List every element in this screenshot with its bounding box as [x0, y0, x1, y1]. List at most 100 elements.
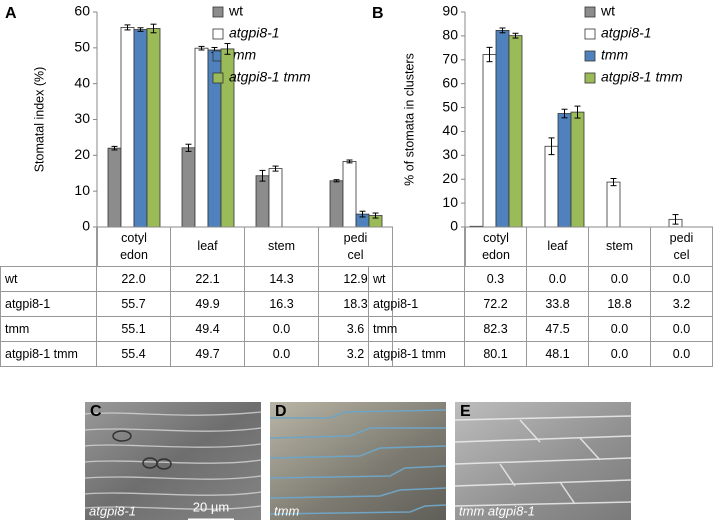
- scale-bar-label: 20 µm: [193, 499, 229, 514]
- error-bar: [137, 27, 144, 32]
- error-bar: [499, 27, 506, 34]
- table-value: 0.0: [245, 342, 319, 367]
- table-header: cotyl edon: [97, 227, 171, 267]
- table-value: 22.1: [171, 267, 245, 292]
- y-tick-label: 0: [450, 218, 458, 234]
- y-axis-label: Stomatal index (%): [32, 67, 46, 173]
- error-bar: [224, 43, 231, 55]
- table-value: 14.3: [245, 267, 319, 292]
- table-value: 0.0: [589, 317, 651, 342]
- legend-label: wt: [228, 3, 243, 19]
- bar: [194, 47, 209, 228]
- table-value: 48.1: [527, 342, 589, 367]
- error-bar: [610, 178, 617, 187]
- bar: [146, 28, 161, 228]
- error-bar: [486, 46, 493, 63]
- row-label: tmm: [0, 317, 97, 342]
- table-value: 18.8: [589, 292, 651, 317]
- table-value: 49.7: [171, 342, 245, 367]
- panel-label: C: [90, 403, 102, 420]
- bar: [255, 175, 270, 228]
- table-header: leaf: [527, 227, 589, 267]
- legend-swatch: [584, 50, 596, 62]
- bar: [342, 161, 357, 228]
- row-label: wt: [0, 267, 97, 292]
- table-value: 55.4: [97, 342, 171, 367]
- bar: [544, 145, 559, 228]
- image-caption: tmm: [274, 503, 299, 518]
- y-tick-label: 80: [442, 27, 458, 43]
- bar: [120, 27, 135, 228]
- table-value: 49.9: [171, 292, 245, 317]
- row-label: atgpi8-1 tmm: [0, 342, 97, 367]
- error-bar: [672, 214, 679, 225]
- micrograph-c: [84, 402, 262, 522]
- y-tick-label: 20: [442, 170, 458, 186]
- category-label: cotyl edon: [482, 230, 510, 262]
- y-tick-label: 70: [442, 50, 458, 66]
- table-header: pedi cel: [319, 227, 393, 267]
- y-tick-label: 20: [74, 146, 90, 162]
- table-header: cotyl edon: [465, 227, 527, 267]
- error-bar: [512, 32, 519, 39]
- panel-label: E: [460, 403, 471, 420]
- row-label: wt: [368, 267, 465, 292]
- error-bar: [333, 179, 340, 183]
- y-tick-label: 40: [74, 74, 90, 90]
- legend-swatch: [584, 28, 596, 40]
- table-value: 18.3: [319, 292, 393, 317]
- category-label: leaf: [547, 239, 568, 253]
- table-value: 0.0: [589, 342, 651, 367]
- bar: [268, 168, 283, 228]
- table-value: 72.2: [465, 292, 527, 317]
- y-tick-label: 10: [74, 182, 90, 198]
- data-table: cotyl edon leaf stem pedi cel wt 22.0 22.1 14.3…: [0, 227, 393, 367]
- table-value: 0.0: [527, 267, 589, 292]
- y-tick-label: 90: [442, 3, 458, 19]
- bar: [133, 29, 148, 228]
- bar: [570, 111, 585, 228]
- legend-swatch: [212, 6, 224, 18]
- y-axis-label: % of stomata in clusters: [402, 53, 416, 186]
- error-bar: [548, 137, 555, 156]
- micrograph-d: [269, 402, 447, 520]
- table-value: 0.0: [245, 317, 319, 342]
- y-tick-label: 30: [442, 146, 458, 162]
- error-bar: [259, 169, 266, 182]
- table-value: 3.2: [319, 342, 393, 367]
- table-value: 82.3: [465, 317, 527, 342]
- legend-label: atgpi8-1 tmm: [601, 69, 683, 85]
- table-value: 12.9: [319, 267, 393, 292]
- error-bar: [359, 210, 366, 218]
- bar: [181, 147, 196, 228]
- category-label: stem: [267, 239, 296, 253]
- legend-label: atgpi8-1 tmm: [229, 69, 311, 85]
- y-tick-label: 10: [442, 194, 458, 210]
- error-bar: [561, 108, 568, 119]
- category-label: leaf: [197, 239, 218, 253]
- error-bar: [124, 24, 131, 31]
- error-bar: [185, 143, 192, 152]
- error-bar: [372, 212, 379, 219]
- micrograph-e: [454, 402, 632, 520]
- table-header: pedi cel: [651, 227, 713, 267]
- legend-swatch: [584, 6, 596, 18]
- bar: [606, 181, 621, 228]
- category-label: cotyl edon: [120, 230, 148, 262]
- legend-swatch: [584, 72, 596, 84]
- bar: [482, 54, 497, 228]
- y-tick-label: 60: [442, 74, 458, 90]
- table-value: 33.8: [527, 292, 589, 317]
- table-corner: [0, 227, 97, 267]
- legend-label: wt: [600, 3, 615, 19]
- table-value: 80.1: [465, 342, 527, 367]
- table-value: 55.1: [97, 317, 171, 342]
- image-caption: tmm atgpi8-1: [459, 503, 535, 518]
- table-header: leaf: [171, 227, 245, 267]
- row-label: atgpi8-1 tmm: [368, 342, 465, 367]
- error-bar: [346, 159, 353, 164]
- y-tick-label: 50: [442, 98, 458, 114]
- panel-label: A: [5, 5, 17, 22]
